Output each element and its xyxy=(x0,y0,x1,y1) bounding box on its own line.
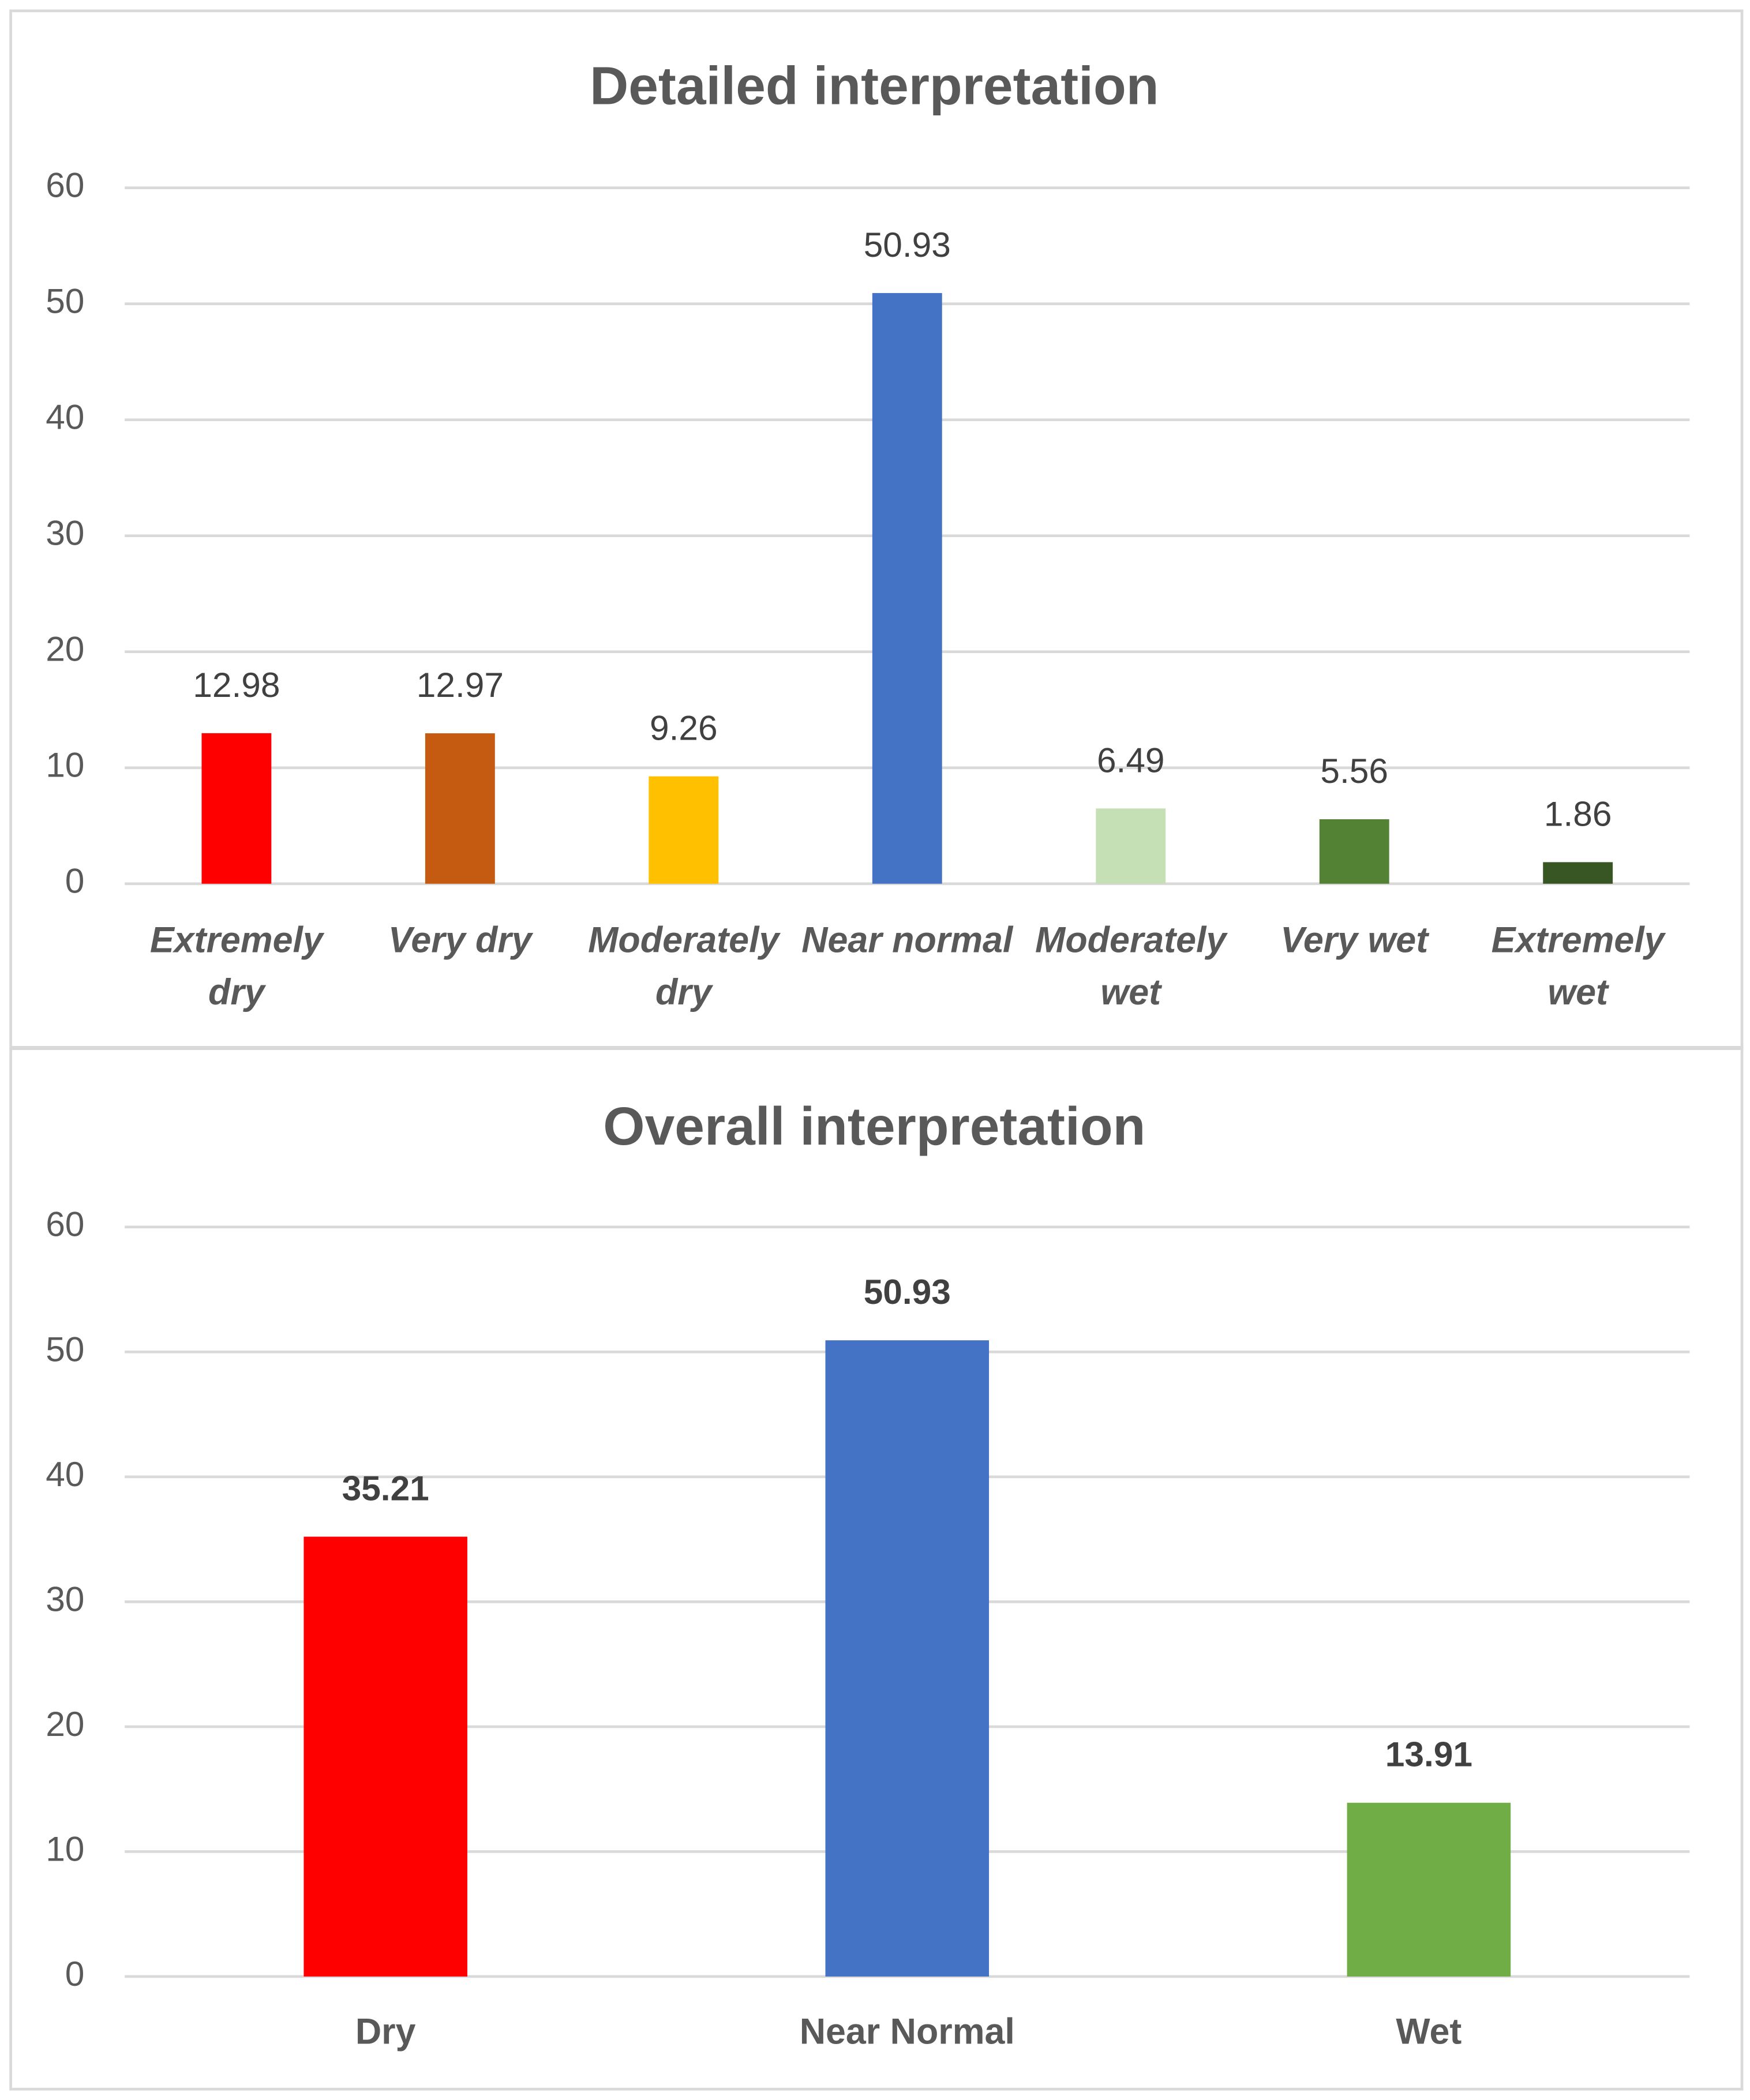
y-tick-label: 50 xyxy=(46,1329,84,1368)
bar xyxy=(425,733,495,884)
x-tick-label: Extremely wet xyxy=(1491,920,1665,1012)
y-tick-label: 0 xyxy=(65,1954,85,1993)
data-label: 1.86 xyxy=(1544,794,1612,833)
chart: Overall interpretation 0 10 20 30 40 50 60 35.21… xyxy=(46,1096,1690,2052)
x-tick-label: Near normal xyxy=(801,920,1013,961)
data-label: 50.93 xyxy=(864,1272,951,1311)
x-tick-label-box: Moderately dry xyxy=(588,920,780,1012)
x-tick-label: Very wet xyxy=(1280,920,1429,961)
x-tick-label: Wet xyxy=(1396,2011,1462,2052)
data-label: 13.91 xyxy=(1385,1735,1472,1774)
chart-title: Overall interpretation xyxy=(603,1096,1145,1156)
bar xyxy=(303,1536,467,1977)
y-tick-label: 20 xyxy=(46,1704,84,1743)
y-tick-label: 40 xyxy=(46,397,84,437)
y-tick-label: 20 xyxy=(46,629,84,669)
y-tick-label: 30 xyxy=(46,513,84,553)
x-tick-label: Extremely dry xyxy=(149,920,323,1012)
y-tick-label: 0 xyxy=(65,861,85,901)
data-label: 12.97 xyxy=(417,665,504,704)
data-label: 9.26 xyxy=(650,708,718,748)
bar xyxy=(201,733,272,884)
bar xyxy=(1347,1802,1511,1977)
y-tick-label: 10 xyxy=(46,1829,84,1868)
y-tick-label: 50 xyxy=(46,282,84,321)
x-tick-label-box: Very wet xyxy=(1280,920,1429,961)
bar xyxy=(1543,862,1613,884)
y-tick-label: 60 xyxy=(46,1205,84,1244)
x-tick-label-box: Moderately wet xyxy=(1035,920,1227,1012)
x-tick-label-box: Extremely wet xyxy=(1491,920,1665,1012)
y-tick-label: 60 xyxy=(46,166,84,205)
x-tick-label-box: Extremely dry xyxy=(149,920,323,1012)
bar xyxy=(649,776,719,884)
bar xyxy=(825,1340,990,1977)
chart: Detailed interpretation 0 10 20 30 40 50 60 12.9… xyxy=(46,55,1690,1012)
x-tick-label: Moderately dry xyxy=(588,920,780,1012)
y-tick-label: 40 xyxy=(46,1454,84,1494)
data-label: 12.98 xyxy=(193,665,280,704)
y-tick-label: 10 xyxy=(46,745,84,785)
x-tick-label-box: Very dry xyxy=(388,920,532,961)
x-tick-label: Moderately wet xyxy=(1035,920,1227,1012)
data-label: 5.56 xyxy=(1320,751,1388,790)
bar xyxy=(1096,808,1166,884)
data-label: 6.49 xyxy=(1097,740,1165,779)
bar xyxy=(1319,819,1389,884)
x-tick-label: Dry xyxy=(355,2011,416,2052)
x-tick-label: Very dry xyxy=(388,920,532,961)
data-label: 50.93 xyxy=(864,225,951,264)
x-tick-label-box: Near normal xyxy=(801,920,1013,961)
x-tick-label: Near Normal xyxy=(800,2011,1015,2052)
chart-title: Detailed interpretation xyxy=(590,55,1159,115)
y-tick-label: 30 xyxy=(46,1579,84,1618)
data-label: 35.21 xyxy=(342,1469,429,1508)
bar xyxy=(872,292,942,884)
